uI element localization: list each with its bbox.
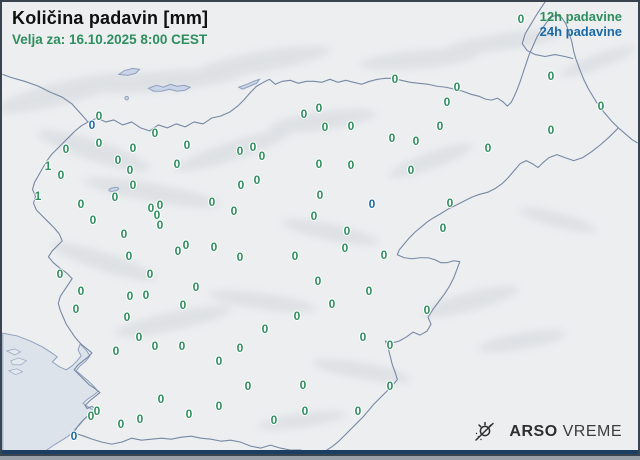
sea [2,332,99,454]
validity-subtitle: Velja za: 16.10.2025 8:00 CEST [12,32,208,47]
terrain-shading [2,30,635,430]
country-borders [2,2,638,454]
arso-logo: ARSO VREME [472,420,622,444]
lagoon [5,348,28,376]
header: Količina padavin [mm] Velja za: 16.10.20… [12,8,208,47]
brand-text: ARSO VREME [509,423,622,441]
bottom-bar [2,450,638,454]
legend: 12h padavine 24h padavine [540,9,622,39]
lakes [108,67,261,192]
weather-sun-icon [472,420,496,444]
slovenia-border [31,14,619,454]
page-title: Količina padavin [mm] [12,8,209,28]
legend-24h-label: 24h padavine [539,24,622,39]
brand-text-arso: ARSO [509,423,558,440]
legend-12h-label: 12h padavine [539,9,622,24]
brand-text-vreme: VREME [562,423,622,440]
